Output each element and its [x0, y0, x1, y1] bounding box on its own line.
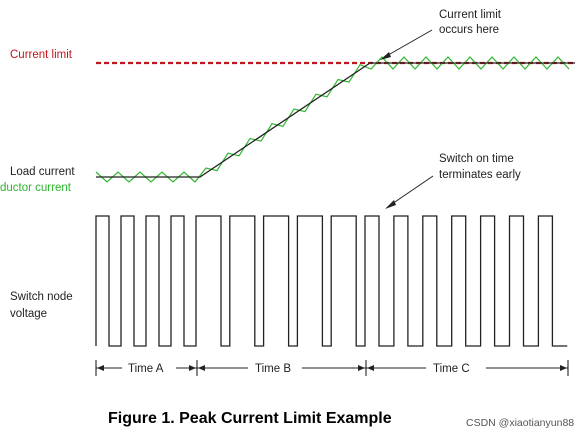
time-b-right-arrow-icon — [358, 365, 365, 371]
load-current-line — [96, 62, 575, 178]
switch-node-waveform — [95, 215, 568, 347]
current-limit-label: Current limit — [10, 49, 73, 61]
switch-note-line2: terminates early — [439, 169, 521, 181]
current-limit-arrowhead-icon — [380, 52, 391, 60]
current-limit-note-line2: occurs here — [439, 24, 499, 36]
switch-note-arrow — [388, 175, 434, 207]
time-c-left-arrow-icon — [367, 365, 374, 371]
switch-node-label-line2: voltage — [10, 308, 47, 320]
switch-node-label-line1: Switch node — [10, 291, 73, 303]
switch-note-arrowhead-icon — [385, 200, 396, 209]
time-arrowheads — [97, 365, 567, 371]
current-limit-note-line1: Current limit — [439, 9, 502, 21]
time-markers — [95, 360, 569, 376]
time-b-label: Time B — [255, 363, 291, 375]
time-a-left-arrow-icon — [97, 365, 104, 371]
time-c-right-arrow-icon — [560, 365, 567, 371]
load-current-label: Load current — [10, 166, 75, 178]
inductor-current-label: ductor current — [0, 182, 72, 194]
current-limit-arrow — [382, 29, 433, 59]
time-a-right-arrow-icon — [189, 365, 196, 371]
time-b-left-arrow-icon — [198, 365, 205, 371]
time-c-label: Time C — [433, 363, 470, 375]
switch-note-line1: Switch on time — [439, 153, 514, 165]
figure-caption: Figure 1. Peak Current Limit Example — [108, 410, 392, 427]
time-a-label: Time A — [128, 363, 164, 375]
watermark: CSDN @xiaotianyun88 — [466, 417, 574, 429]
